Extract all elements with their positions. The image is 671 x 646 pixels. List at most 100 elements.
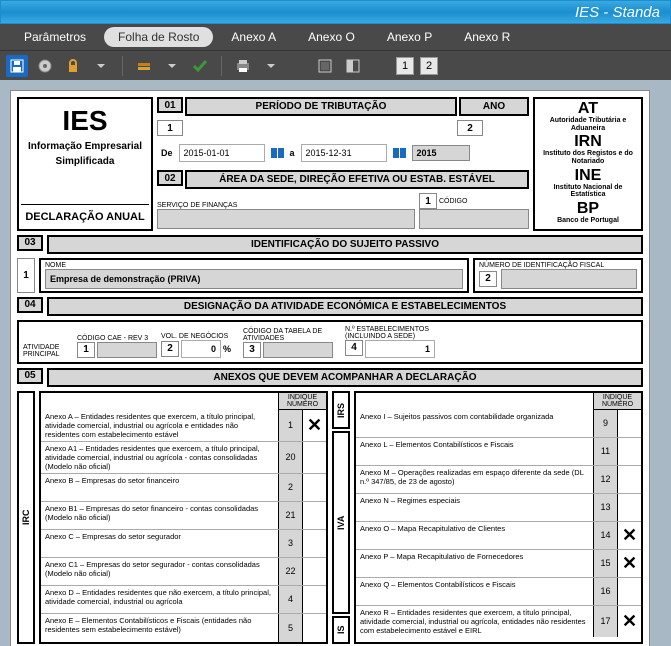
auth-irn: IRN: [537, 134, 639, 150]
stack-icon[interactable]: [133, 55, 155, 77]
cae-field[interactable]: [97, 342, 157, 358]
indique-header-right: INDIQUE NÚMERO: [593, 393, 641, 410]
annex-num: 5: [278, 614, 302, 642]
menu-anexo-a[interactable]: Anexo A: [217, 27, 290, 47]
page-1-button[interactable]: 1: [396, 57, 414, 75]
annex-checkbox[interactable]: [302, 502, 326, 529]
nome-field[interactable]: Empresa de demonstração (PRIVA): [45, 269, 463, 289]
page-2-button[interactable]: 2: [420, 57, 438, 75]
document-area: IES Informação Empresarial Simplificada …: [0, 80, 671, 646]
codigo-field[interactable]: [419, 209, 529, 229]
vert-label-irc: IRC: [17, 391, 35, 644]
section-05-title: ANEXOS QUE DEVEM ACOMPANHAR A DECLARAÇÃO: [47, 368, 643, 387]
dropdown-arrow-icon[interactable]: [260, 55, 282, 77]
annex-num: 1: [278, 410, 302, 441]
menu-anexo-r[interactable]: Anexo R: [450, 27, 524, 47]
dropdown-arrow-icon[interactable]: [161, 55, 183, 77]
print-icon[interactable]: [232, 55, 254, 77]
annex-checkbox[interactable]: [617, 438, 641, 465]
annex-text: Anexo A – Entidades residentes que exerc…: [41, 410, 278, 441]
menu-anexo-p[interactable]: Anexo P: [373, 27, 446, 47]
menu-anexo-o[interactable]: Anexo O: [294, 27, 369, 47]
annex-checkbox[interactable]: ✕: [617, 522, 641, 549]
annex-num: 3: [278, 530, 302, 557]
annex-left-column: INDIQUE NÚMERO Anexo A – Entidades resid…: [39, 391, 328, 644]
annex-text: Anexo B – Empresas do setor financeiro: [41, 474, 278, 501]
annex-checkbox[interactable]: [617, 466, 641, 493]
annex-text: Anexo A1 – Entidades residentes que exer…: [41, 442, 278, 473]
annex-text: Anexo O – Mapa Recapitulativo de Cliente…: [356, 522, 593, 549]
estab-field[interactable]: 1: [365, 340, 435, 358]
annex-checkbox[interactable]: [302, 474, 326, 501]
annex-text: Anexo R – Entidades residentes que exerc…: [356, 606, 593, 637]
indique-header-left: INDIQUE NÚMERO: [278, 393, 326, 410]
annex-text: Anexo P – Mapa Recapitulativo de Fornece…: [356, 550, 593, 577]
date-from-field[interactable]: 2015-01-01: [179, 144, 265, 162]
annex-checkbox[interactable]: ✕: [617, 550, 641, 577]
window-title-bar: IES - Standa: [0, 0, 671, 24]
annex-checkbox[interactable]: [302, 614, 326, 642]
section-04-box1: 1: [77, 342, 95, 358]
annex-checkbox[interactable]: [302, 558, 326, 585]
annex-checkbox[interactable]: ✕: [302, 410, 326, 441]
annex-row: Anexo B – Empresas do setor financeiro2: [41, 474, 326, 502]
ies-header-block: IES Informação Empresarial Simplificada …: [17, 97, 153, 231]
vert-label-is: IS: [332, 616, 350, 644]
middle-periodo-area: 01 PERÍODO DE TRIBUTAÇÃO ANO 1 2 De 2015…: [157, 97, 529, 231]
annex-checkbox[interactable]: [302, 530, 326, 557]
estab-label: N.º ESTABELECIMENTOS (incluindo a sede): [345, 326, 445, 340]
annex-row: Anexo A – Entidades residentes que exerc…: [41, 410, 326, 442]
layout-single-icon[interactable]: [314, 55, 336, 77]
de-label: De: [161, 148, 173, 158]
date-to-nav[interactable]: [393, 148, 406, 158]
auth-at: AT: [537, 101, 639, 117]
section-02-title: ÁREA DA SEDE, DIREÇÃO EFETIVA OU ESTAB. …: [185, 170, 529, 189]
annex-checkbox[interactable]: [617, 578, 641, 605]
window-title: IES - Standa: [575, 4, 660, 21]
menu-folha-rosto[interactable]: Folha de Rosto: [104, 27, 213, 47]
servico-field[interactable]: [157, 209, 415, 229]
separator: [122, 56, 123, 76]
vert-label-iva: IVA: [332, 431, 350, 614]
lock-icon[interactable]: [62, 55, 84, 77]
annex-row: Anexo A1 – Entidades residentes que exer…: [41, 442, 326, 474]
nif-field[interactable]: [501, 269, 637, 289]
date-from-nav[interactable]: [271, 148, 284, 158]
save-icon[interactable]: [6, 55, 28, 77]
annex-num: 16: [593, 578, 617, 605]
annex-num: 9: [593, 410, 617, 437]
annex-checkbox[interactable]: [302, 442, 326, 473]
dropdown-arrow-icon[interactable]: [90, 55, 112, 77]
date-to-field[interactable]: 2015-12-31: [301, 144, 387, 162]
tabela-field[interactable]: [263, 342, 333, 358]
menu-parametros[interactable]: Parâmetros: [10, 27, 100, 47]
year-field[interactable]: 2015: [412, 145, 470, 161]
annex-num: 15: [593, 550, 617, 577]
a-label: a: [290, 148, 295, 158]
annex-text: Anexo C – Empresas do setor segurador: [41, 530, 278, 557]
annex-row: Anexo L – Elementos Contabilísticos e Fi…: [356, 438, 641, 466]
auth-bp: BP: [537, 201, 639, 217]
gear-icon[interactable]: [34, 55, 56, 77]
auth-irn-sub: Instituto dos Registos e do Notariado: [537, 150, 639, 165]
section-01-box1: 1: [157, 120, 183, 136]
annex-checkbox[interactable]: ✕: [617, 606, 641, 637]
annex-checkbox[interactable]: [617, 494, 641, 521]
annex-row: Anexo R – Entidades residentes que exerc…: [356, 606, 641, 637]
section-04-box3: 3: [243, 342, 261, 358]
check-icon[interactable]: [189, 55, 211, 77]
section-04-box4: 4: [345, 340, 363, 356]
vol-field[interactable]: 0: [181, 340, 221, 358]
annex-checkbox[interactable]: [617, 410, 641, 437]
section-03-box2: 2: [479, 271, 497, 287]
section-02-box1: 1: [419, 193, 437, 209]
annex-row: Anexo I – Sujeitos passivos com contabil…: [356, 410, 641, 438]
annex-text: Anexo Q – Elementos Contabilísticos e Fi…: [356, 578, 593, 605]
annex-checkbox[interactable]: [302, 586, 326, 613]
nif-label: NÚMERO DE IDENTIFICAÇÃO FISCAL: [479, 262, 637, 269]
layout-split-icon[interactable]: [342, 55, 364, 77]
section-01-num: 01: [157, 97, 183, 113]
auth-ine: INE: [537, 168, 639, 184]
annex-row: Anexo Q – Elementos Contabilísticos e Fi…: [356, 578, 641, 606]
codigo-label: CÓDIGO: [439, 198, 467, 205]
